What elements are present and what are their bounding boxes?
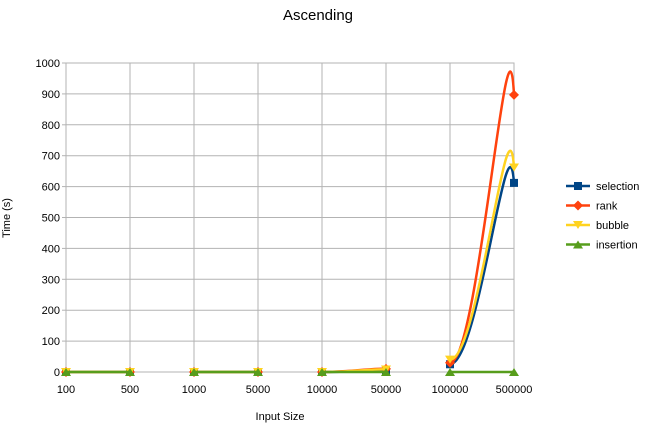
y-tick-label: 800 [42, 120, 60, 132]
data-point [573, 240, 583, 249]
legend-label: bubble [596, 220, 629, 232]
y-tick-label: 600 [42, 182, 60, 194]
x-tick-label: 1000 [182, 384, 206, 396]
x-tick-label: 5000 [246, 384, 270, 396]
data-point [573, 200, 583, 211]
data-point [509, 368, 519, 376]
data-point [125, 368, 135, 376]
series-insertion [61, 368, 519, 376]
series-line [449, 166, 516, 366]
data-point [509, 163, 519, 172]
y-tick-label: 200 [42, 305, 60, 317]
grid [65, 62, 515, 373]
x-tick-label: 50000 [371, 384, 402, 396]
x-tick-label: 100000 [432, 384, 469, 396]
x-tick-label: 500 [121, 384, 139, 396]
series [61, 70, 519, 377]
x-tick-label: 500000 [496, 384, 533, 396]
legend-label: rank [596, 201, 618, 213]
y-tick-label: 500 [42, 213, 60, 225]
legend-item-selection: selection [566, 181, 639, 193]
y-tick-label: 1000 [36, 58, 60, 70]
x-tick-label: 100 [57, 384, 75, 396]
x-axis-label: Input Size [256, 411, 305, 423]
legend-label: insertion [596, 240, 638, 252]
y-axis-ticks: 0 100 200 300 400 500 600 700 800 900 1000 [36, 58, 66, 379]
data-point [445, 355, 455, 364]
data-point [573, 221, 583, 229]
data-point [445, 368, 455, 376]
legend-item-insertion: insertion [566, 240, 638, 252]
data-point [509, 89, 519, 100]
x-tick-label: 10000 [307, 384, 338, 396]
y-tick-label: 300 [42, 274, 60, 286]
data-point [317, 368, 327, 376]
x-axis-ticks: 100 500 1000 5000 10000 50000 100000 500000 [57, 372, 533, 396]
chart-title: Ascending [283, 7, 353, 24]
data-point [253, 368, 263, 376]
legend-item-bubble: bubble [566, 220, 629, 232]
legend-label: selection [596, 181, 639, 193]
y-axis-label: Time (s) [1, 198, 13, 238]
y-tick-label: 700 [42, 151, 60, 163]
y-tick-label: 900 [42, 89, 60, 101]
data-point [61, 368, 71, 376]
legend-item-rank: rank [566, 200, 618, 213]
data-point [510, 178, 518, 187]
series-line [449, 149, 516, 361]
legend: selection rank bubble insertion [566, 181, 639, 252]
y-tick-label: 100 [42, 336, 60, 348]
y-tick-label: 400 [42, 243, 60, 255]
data-point [381, 368, 391, 376]
data-point [574, 182, 582, 190]
y-tick-label: 0 [54, 367, 60, 379]
data-point [189, 368, 199, 376]
